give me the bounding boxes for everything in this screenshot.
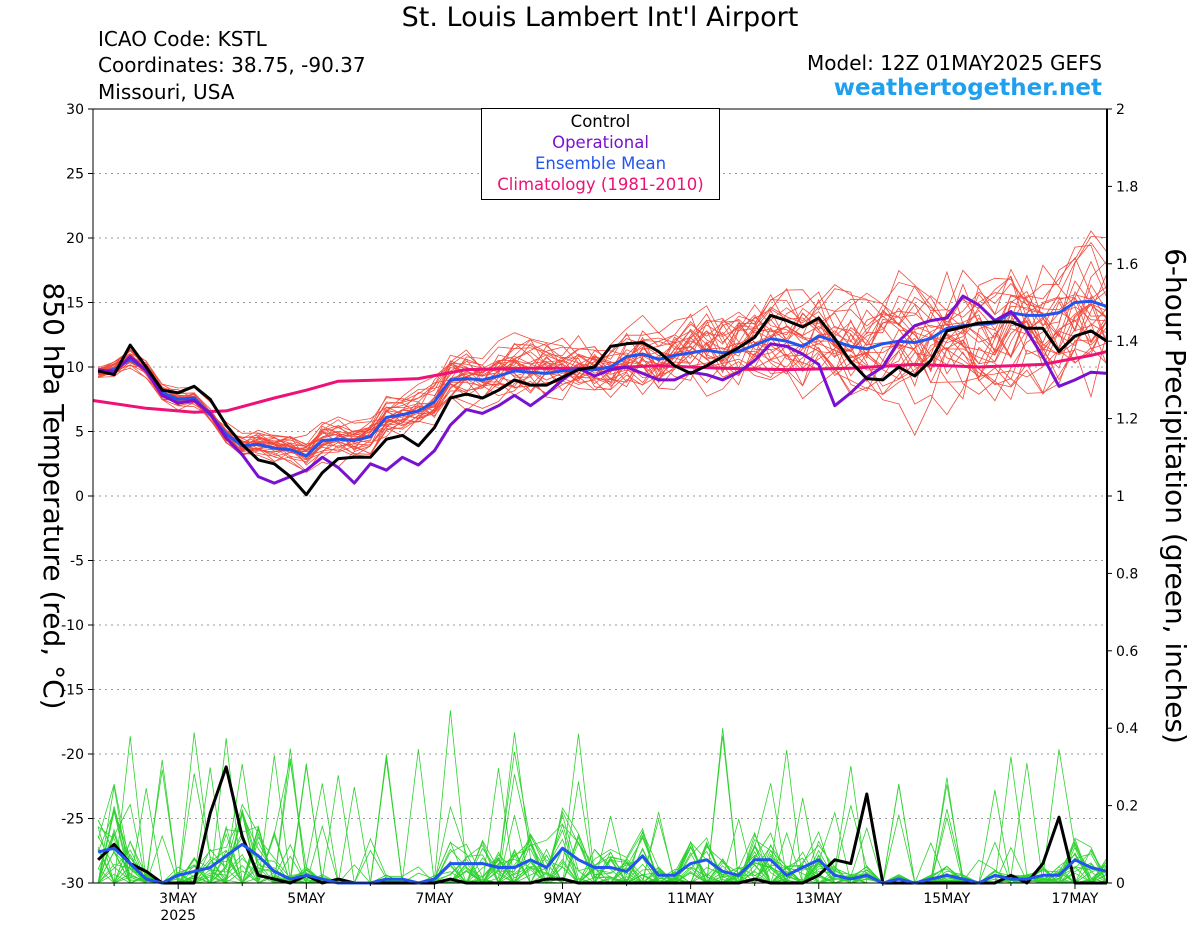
temp-member-line: [98, 292, 1108, 461]
right-tick-label: 1.4: [1116, 334, 1138, 350]
right-tick-label: 2: [1116, 102, 1125, 118]
legend: Control Operational Ensemble Mean Climat…: [481, 108, 720, 200]
chart-title: St. Louis Lambert Int'l Airport: [401, 2, 799, 33]
coordinates: Coordinates: 38.75, -90.37: [98, 53, 366, 77]
temp-member-line: [97, 319, 1108, 449]
left-tick-label: -10: [61, 618, 84, 634]
x-tick-year-label: 2025: [160, 908, 196, 924]
temp-member-line: [97, 296, 1108, 454]
legend-climatology: Climatology (1981-2010): [497, 175, 704, 194]
axes: 302520151050-5-10-15-20-25-3021.81.61.41…: [37, 102, 1192, 924]
climatology-line: [92, 350, 1108, 414]
left-tick-label: 25: [66, 167, 84, 183]
model-run: Model: 12Z 01MAY2025 GEFS: [807, 51, 1102, 75]
location: Missouri, USA: [98, 80, 235, 104]
right-tick-label: 0: [1116, 876, 1125, 892]
icao-code: ICAO Code: KSTL: [98, 27, 267, 51]
x-tick-label: 5MAY: [287, 891, 325, 907]
right-tick-label: 0.4: [1116, 721, 1138, 737]
right-axis-title: 6-hour Precipitation (green, inches): [1159, 248, 1192, 744]
right-tick-label: 1: [1116, 489, 1125, 505]
left-tick-label: 30: [66, 102, 84, 118]
left-tick-label: 5: [75, 425, 84, 441]
x-tick-label: 3MAY: [159, 891, 197, 907]
left-tick-label: -30: [61, 876, 84, 892]
grid-lines: [93, 173, 1107, 819]
x-tick-label: 9MAY: [544, 891, 582, 907]
legend-ensemble-mean: Ensemble Mean: [534, 154, 667, 173]
left-tick-label: 20: [66, 231, 84, 247]
legend-control: Control: [570, 112, 631, 131]
temp-member-line: [97, 298, 1108, 450]
x-tick-label: 17MAY: [1052, 891, 1099, 907]
temp-ensemble-mean-line: [97, 299, 1108, 458]
right-tick-label: 1.2: [1116, 412, 1138, 428]
left-tick-label: -15: [61, 683, 84, 699]
left-tick-label: -5: [70, 554, 84, 570]
x-tick-label: 15MAY: [923, 891, 970, 907]
left-tick-label: -20: [61, 747, 84, 763]
right-tick-label: 0.2: [1116, 799, 1138, 815]
plot-frame: [92, 108, 1108, 884]
temp-member-line: [97, 244, 1108, 450]
right-tick-label: 1.8: [1116, 179, 1138, 195]
temp-member-line: [98, 312, 1108, 461]
precip-ensemble-mean-line: [97, 842, 1108, 885]
precip-member-line: [97, 756, 1107, 884]
site-name[interactable]: weathertogether.net: [833, 75, 1102, 101]
right-tick-label: 0.6: [1116, 644, 1138, 660]
legend-operational: Operational: [552, 133, 649, 152]
left-tick-label: -25: [61, 812, 84, 828]
left-axis-title: 850 hPa Temperature (red, °C): [37, 282, 70, 709]
left-tick-label: 10: [66, 360, 84, 376]
left-tick-label: 15: [66, 296, 84, 312]
temp-operational-line: [97, 294, 1108, 485]
temp-control-line: [97, 313, 1108, 497]
temp-member-line: [97, 256, 1108, 450]
right-tick-label: 0.8: [1116, 566, 1138, 582]
temp-member-line: [97, 319, 1108, 463]
temp-member-line: [98, 241, 1108, 453]
left-tick-label: 0: [75, 489, 84, 505]
x-tick-label: 13MAY: [795, 891, 842, 907]
temp-member-line: [97, 230, 1108, 457]
x-tick-label: 11MAY: [667, 891, 714, 907]
x-tick-label: 7MAY: [415, 891, 453, 907]
series-lines: [92, 294, 1108, 885]
right-tick-label: 1.6: [1116, 257, 1138, 273]
